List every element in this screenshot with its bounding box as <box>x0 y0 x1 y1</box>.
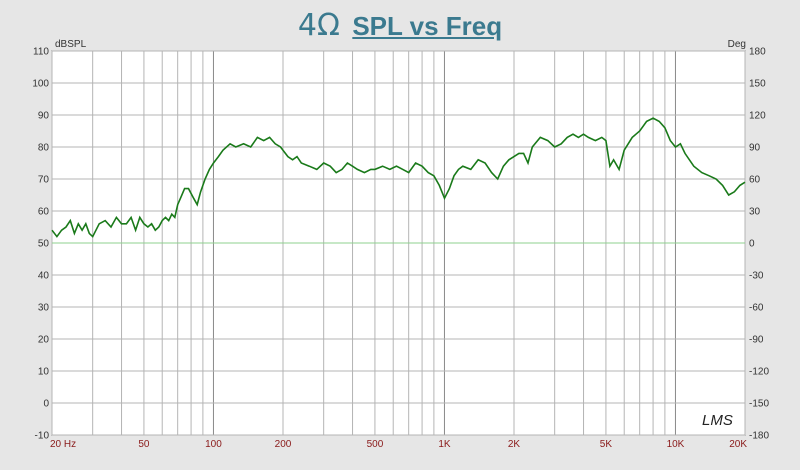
y-tick-label-left: 30 <box>38 303 50 314</box>
y-tick-label-right: 120 <box>749 111 766 122</box>
y-tick-label-right: -120 <box>749 367 769 378</box>
y-axis-label-right: Deg <box>728 39 746 50</box>
y-tick-labels-right: 180 150 120 90 60 30 0 -30 -60 -90 -120 -150 -180 <box>749 47 769 442</box>
x-tick-label: 10K <box>667 439 685 450</box>
x-tick-label: 500 <box>367 439 384 450</box>
y-tick-label-left: 100 <box>32 79 49 90</box>
spl-series-line <box>51 117 746 238</box>
y-tick-label-right: -150 <box>749 399 769 410</box>
x-tick-label: 100 <box>205 439 222 450</box>
watermark: LMS <box>702 412 733 429</box>
x-tick-label: 50 <box>138 439 150 450</box>
y-tick-label-right: 150 <box>749 79 766 90</box>
x-tick-label: 20K <box>729 439 747 450</box>
y-tick-label-left: 50 <box>38 239 50 250</box>
y-tick-label-right: -90 <box>749 335 764 346</box>
y-tick-label-right: -30 <box>749 271 764 282</box>
y-axis-label-left: dBSPL <box>55 39 87 50</box>
y-tick-label-right: 30 <box>749 207 761 218</box>
y-tick-label-left: 80 <box>38 143 50 154</box>
y-tick-label-right: 60 <box>749 175 761 186</box>
x-tick-label: 200 <box>275 439 292 450</box>
y-tick-label-right: -180 <box>749 431 769 442</box>
x-tick-label: 5K <box>600 439 613 450</box>
y-tick-label-right: 90 <box>749 143 761 154</box>
y-tick-label-left: 0 <box>43 399 49 410</box>
y-tick-label-right: -60 <box>749 303 764 314</box>
x-tick-label: 1K <box>438 439 451 450</box>
y-tick-label-left: 60 <box>38 207 50 218</box>
chart-title: 4Ω SPL vs Freq <box>0 8 800 43</box>
x-tick-labels: 20 Hz 50 100 200 500 1K 2K 5K 10K 20K <box>50 439 747 450</box>
y-tick-label-left: 70 <box>38 175 50 186</box>
y-tick-label-left: 20 <box>38 335 50 346</box>
x-tick-label: 20 Hz <box>50 439 76 450</box>
y-tick-label-right: 0 <box>749 239 755 250</box>
x-tick-label: 2K <box>508 439 521 450</box>
title-impedance: 4Ω <box>297 8 340 43</box>
y-tick-label-left: 10 <box>38 367 50 378</box>
y-tick-label-left: 40 <box>38 271 50 282</box>
y-tick-label-right: 180 <box>749 47 766 58</box>
y-tick-label-left: 110 <box>33 47 49 58</box>
title-text: SPL vs Freq <box>352 11 503 41</box>
y-tick-label-left: 90 <box>38 111 50 122</box>
y-tick-label-left: -10 <box>35 431 50 442</box>
